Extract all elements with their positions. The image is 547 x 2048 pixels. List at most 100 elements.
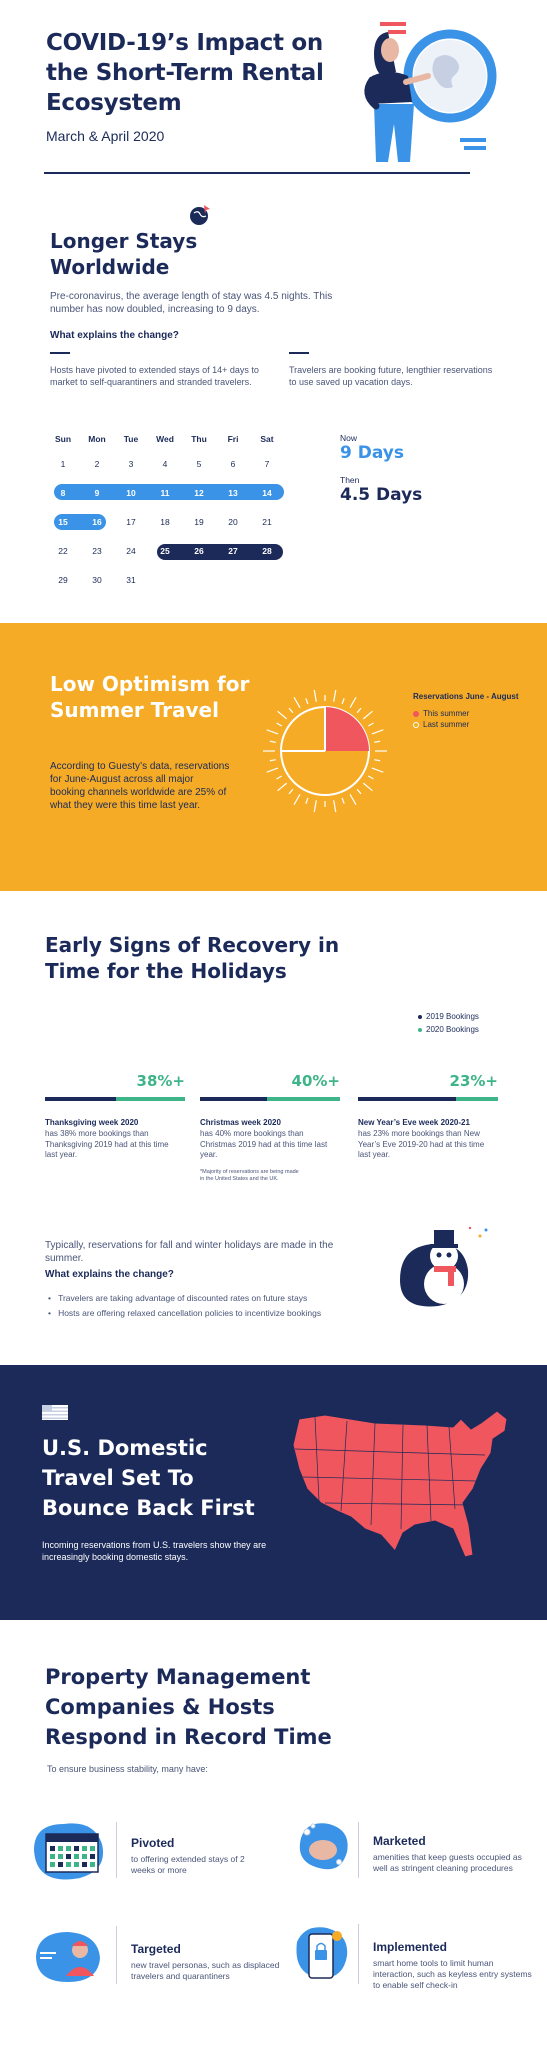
longer-stays-question: What explains the change?	[50, 330, 179, 341]
calendar-date: 2	[94, 459, 100, 469]
then-label: Then	[340, 475, 360, 485]
legend-2020-dot	[418, 1027, 422, 1032]
calendar-day-header: Thu	[191, 434, 207, 444]
domestic-body: Incoming reservations from U.S. traveler…	[42, 1540, 267, 1562]
domestic-title: U.S. Domestic Travel Set To Bounce Back …	[42, 1436, 255, 1520]
header-divider	[44, 172, 470, 174]
recovery-footnote: *Majority of reservations are being made…	[200, 1169, 299, 1182]
section-low-optimism: Low Optimism for Summer Travel According…	[0, 623, 547, 891]
page-title: COVID-19’s Impact on the Short-Term Rent…	[46, 30, 324, 116]
then-value: 4.5 Days	[340, 485, 423, 505]
now-label: Now	[340, 433, 358, 443]
snowman-illustration	[400, 1226, 488, 1307]
calendar-date: 14	[262, 488, 272, 498]
pie-legend-title: Reservations June - August	[413, 692, 519, 701]
legend-last-dot	[413, 721, 419, 728]
calendar-date: 11	[160, 488, 170, 498]
targeted-body: new travel personas, such as displaced t…	[131, 1960, 280, 1981]
calendar-day-header: Fri	[227, 434, 239, 444]
marketed-title: Marketed	[373, 1834, 426, 1848]
implemented-title: Implemented	[373, 1940, 448, 1954]
calendar-date: 18	[160, 517, 170, 527]
pie-this-summer	[325, 707, 369, 751]
calendar-date: 1	[60, 459, 66, 469]
calendar-date: 15	[58, 517, 68, 527]
holiday-week-title: Thanksgiving week 2020	[45, 1118, 139, 1127]
calendar-date: 23	[92, 546, 102, 556]
legend-this-dot	[413, 710, 419, 717]
marketed-body: amenities that keep guests occupied as w…	[373, 1852, 522, 1873]
calendar-date: 25	[160, 546, 170, 556]
holiday-week-title: Christmas week 2020	[200, 1118, 281, 1127]
calendar-highlight-week-4	[157, 544, 283, 560]
calendar-date: 8	[60, 488, 66, 498]
pivoted-divider	[116, 1822, 117, 1878]
calendar-date: 20	[228, 517, 238, 527]
calendar-date: 22	[58, 546, 68, 556]
increase-percentage: 23%+	[449, 1072, 498, 1090]
us-flag-icon	[42, 1405, 68, 1420]
recovery-title: Early Signs of Recovery in Time for the …	[45, 933, 340, 983]
calendar-day-header: Mon	[88, 434, 106, 444]
washing-hands-icon	[299, 1823, 348, 1870]
calendar-icon	[34, 1823, 104, 1880]
calendar-highlight-week-3	[54, 514, 106, 530]
legend-2019-dot	[418, 1014, 422, 1019]
bookings-2019-bar	[358, 1097, 457, 1101]
bookings-2020-bar	[115, 1097, 185, 1101]
calendar-date: 28	[262, 546, 272, 556]
bookings-2020-bar	[456, 1097, 498, 1101]
legend-2019: 2019 Bookings	[418, 1012, 479, 1021]
legend-last-summer: Last summer	[413, 720, 469, 729]
longer-stays-body: Pre-coronavirus, the average length of s…	[50, 291, 333, 315]
response-title: Property Management Companies & Hosts Re…	[45, 1665, 332, 1749]
calendar-date: 16	[92, 517, 102, 527]
targeted-divider	[116, 1926, 117, 1984]
reason-right-text: Travelers are booking future, lengthier …	[289, 365, 493, 387]
calendar-date: 6	[230, 459, 236, 469]
recovery-body: Typically, reservations for fall and win…	[45, 1240, 334, 1264]
calendar-highlight-week-2	[54, 484, 284, 500]
calendar-date: 7	[264, 459, 270, 469]
bookings-2019-bar	[45, 1097, 116, 1101]
pivoted-title: Pivoted	[131, 1836, 175, 1850]
calendar-date: 5	[196, 459, 202, 469]
globe-plane-icon	[190, 205, 210, 225]
calendar-day-header: Tue	[123, 434, 139, 444]
bookings-2019-bar	[200, 1097, 268, 1101]
person-icon	[36, 1932, 100, 1982]
calendar-date: 13	[228, 488, 238, 498]
increase-percentage: 38%+	[136, 1072, 185, 1090]
calendar-day-header: Sun	[54, 434, 72, 444]
longer-stays-title: Longer Stays Worldwide	[50, 229, 198, 279]
calendar-date: 10	[126, 488, 136, 498]
calendar-date: 31	[126, 575, 136, 585]
calendar-date: 12	[194, 488, 204, 498]
implemented-divider	[358, 1924, 359, 1984]
reason-left-text: Hosts have pivoted to extended stays of …	[50, 365, 259, 387]
legend-2020: 2020 Bookings	[418, 1025, 479, 1034]
pivoted-body: to offering extended stays of 2 weeks or…	[131, 1854, 245, 1875]
reason-left-marker	[50, 352, 70, 354]
woman-with-magnifier-illustration	[364, 22, 497, 162]
smartphone-lock-icon	[296, 1927, 348, 1979]
response-subtitle: To ensure business stability, many have:	[47, 1764, 208, 1774]
holiday-week-body: has 23% more bookings than New Year’s Ev…	[358, 1129, 485, 1159]
holiday-week-body: has 38% more bookings than Thanksgiving …	[45, 1129, 169, 1159]
targeted-title: Targeted	[131, 1942, 181, 1956]
holiday-week-title: New Year’s Eve week 2020-21	[358, 1118, 470, 1127]
section-domestic-travel: U.S. Domestic Travel Set To Bounce Back …	[0, 1365, 547, 1620]
calendar-date: 24	[126, 546, 136, 556]
implemented-body: smart home tools to limit human interact…	[373, 1958, 532, 1990]
reservations-pie-chart	[263, 689, 387, 813]
reason-right-marker	[289, 352, 309, 354]
bookings-2020-bar	[267, 1097, 340, 1101]
calendar-day-header: Wed	[156, 434, 174, 444]
calendar-date: 27	[228, 546, 238, 556]
calendar-date: 17	[126, 517, 136, 527]
optimism-body: According to Guesty’s data, reservations…	[50, 761, 230, 811]
calendar-date: 29	[58, 575, 68, 585]
calendar-date: 21	[262, 517, 272, 527]
increase-percentage: 40%+	[291, 1072, 340, 1090]
calendar-date: 26	[194, 546, 204, 556]
